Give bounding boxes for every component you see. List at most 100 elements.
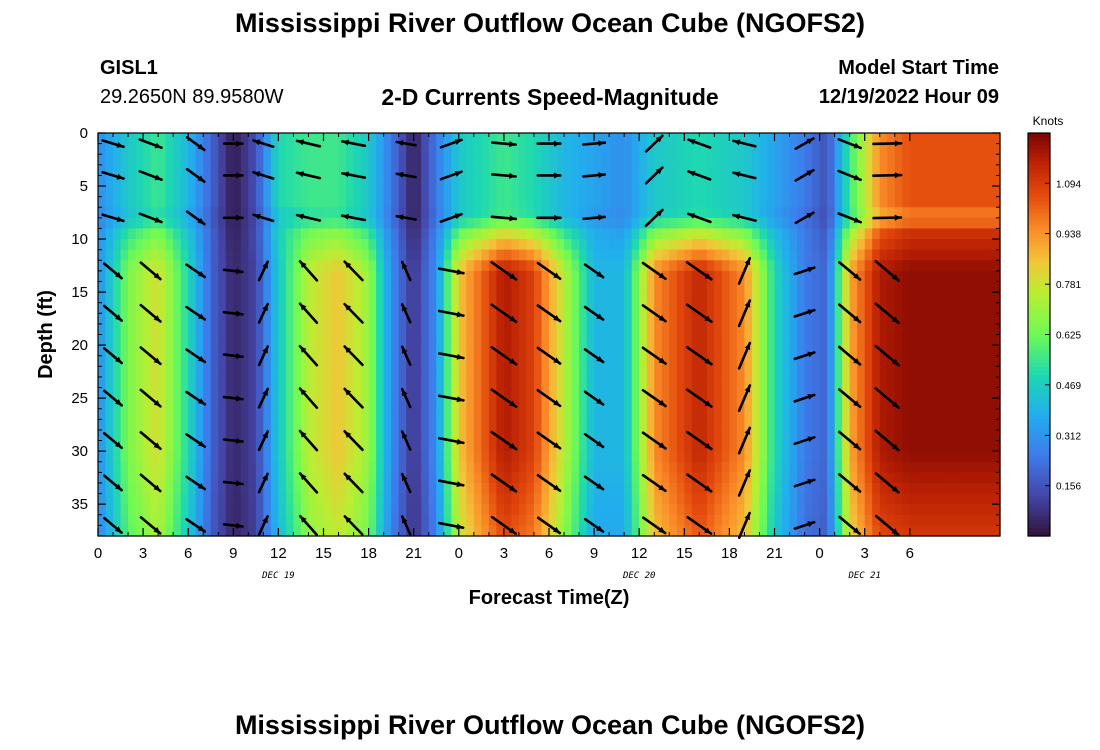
heatmap-cell — [263, 461, 272, 473]
heatmap-cell — [834, 334, 843, 346]
heatmap-cell — [195, 196, 204, 208]
heatmap-cell — [977, 164, 986, 177]
heatmap-cell — [233, 345, 242, 357]
heatmap-cell — [797, 387, 806, 399]
heatmap-cell — [285, 207, 295, 219]
heatmap-cell — [541, 143, 550, 155]
heatmap-cell — [173, 302, 182, 314]
heatmap-cell — [240, 196, 249, 208]
heatmap-cell — [143, 164, 152, 177]
heatmap-cell — [699, 419, 708, 431]
heatmap-cell — [225, 514, 234, 526]
heatmap-cell — [616, 143, 625, 155]
heatmap-cell — [488, 292, 497, 304]
heatmap-cell — [443, 133, 452, 145]
heatmap-cell — [466, 196, 475, 208]
heatmap-cell — [631, 440, 640, 452]
heatmap-cell — [143, 302, 152, 314]
heatmap-cell — [684, 525, 693, 537]
heatmap-cell — [654, 186, 663, 198]
heatmap-cell — [466, 451, 475, 463]
heatmap-cell — [661, 292, 670, 304]
heatmap-cell — [210, 164, 219, 177]
heatmap-cell — [98, 440, 107, 452]
heatmap-cell — [827, 376, 836, 389]
heatmap-cell — [338, 292, 347, 304]
heatmap-cell — [436, 504, 445, 516]
heatmap-cell — [669, 323, 678, 336]
heatmap-cell — [368, 196, 377, 208]
heatmap-cell — [293, 228, 302, 240]
heatmap-cell — [992, 239, 1001, 251]
heatmap-cell — [113, 133, 122, 145]
heatmap-cell — [586, 313, 595, 325]
heatmap-cell — [436, 525, 445, 537]
heatmap-cell — [812, 429, 821, 442]
heatmap-cell — [556, 440, 565, 452]
heatmap-cell — [368, 451, 377, 463]
heatmap-cell — [849, 451, 858, 463]
heatmap-cell — [842, 313, 851, 325]
heatmap-cell — [195, 334, 204, 346]
arrow-head — [235, 268, 243, 275]
heatmap-cell — [556, 260, 565, 272]
heatmap-cell — [894, 228, 903, 240]
heatmap-cell — [969, 398, 979, 410]
heatmap-cell — [984, 493, 994, 505]
heatmap-cell — [233, 228, 242, 240]
heatmap-cell — [977, 376, 986, 389]
heatmap-cell — [496, 249, 505, 261]
heatmap-cell — [398, 355, 407, 367]
heatmap-cell — [939, 270, 948, 283]
heatmap-cell — [511, 164, 520, 177]
heatmap-cell — [361, 366, 370, 378]
heatmap-cell — [631, 302, 640, 314]
heatmap-cell — [894, 376, 903, 389]
heatmap-cell — [661, 175, 670, 187]
heatmap-cell — [782, 366, 791, 378]
heatmap-cell — [954, 398, 964, 410]
heatmap-cell — [812, 175, 821, 187]
heatmap-cell — [797, 376, 806, 389]
heatmap-cell — [992, 387, 1001, 399]
heatmap-cell — [195, 387, 204, 399]
heatmap-cell — [293, 133, 302, 145]
heatmap-cell — [864, 302, 873, 314]
heatmap-cell — [481, 260, 490, 272]
heatmap-cell — [932, 429, 941, 442]
heatmap-cell — [338, 493, 347, 505]
heatmap-cell — [992, 133, 1001, 145]
heatmap-cell — [443, 387, 452, 399]
heatmap-cell — [225, 207, 234, 219]
current-arrow — [101, 213, 125, 223]
heatmap-cell — [834, 249, 843, 261]
current-arrow — [222, 268, 244, 275]
heatmap-cell — [654, 408, 663, 420]
heatmap-cell — [285, 133, 295, 145]
heatmap-cell — [669, 408, 678, 420]
heatmap-cell — [556, 451, 565, 463]
heatmap-cell — [729, 207, 738, 219]
heatmap-cell — [338, 217, 347, 230]
heatmap-cell — [376, 292, 385, 304]
heatmap-cell — [391, 451, 400, 463]
heatmap-cell — [293, 451, 302, 463]
heatmap-cell — [654, 429, 663, 442]
heatmap-cell — [759, 302, 768, 314]
heatmap-cell — [564, 429, 573, 442]
heatmap-cell — [150, 451, 159, 463]
heatmap-cell — [684, 387, 693, 399]
heatmap-cell — [353, 228, 362, 240]
heatmap-cell — [248, 186, 257, 198]
heatmap-cell — [849, 270, 858, 283]
heatmap-cell — [669, 313, 678, 325]
heatmap-cell — [195, 249, 204, 261]
heatmap-cell — [428, 345, 437, 357]
heatmap-cell — [969, 440, 979, 452]
heatmap-cell — [624, 461, 633, 473]
heatmap-cell — [526, 514, 535, 526]
heatmap-cell — [526, 376, 535, 389]
heatmap-cell — [609, 175, 618, 187]
heatmap-cell — [706, 345, 715, 357]
heatmap-cell — [714, 217, 723, 230]
